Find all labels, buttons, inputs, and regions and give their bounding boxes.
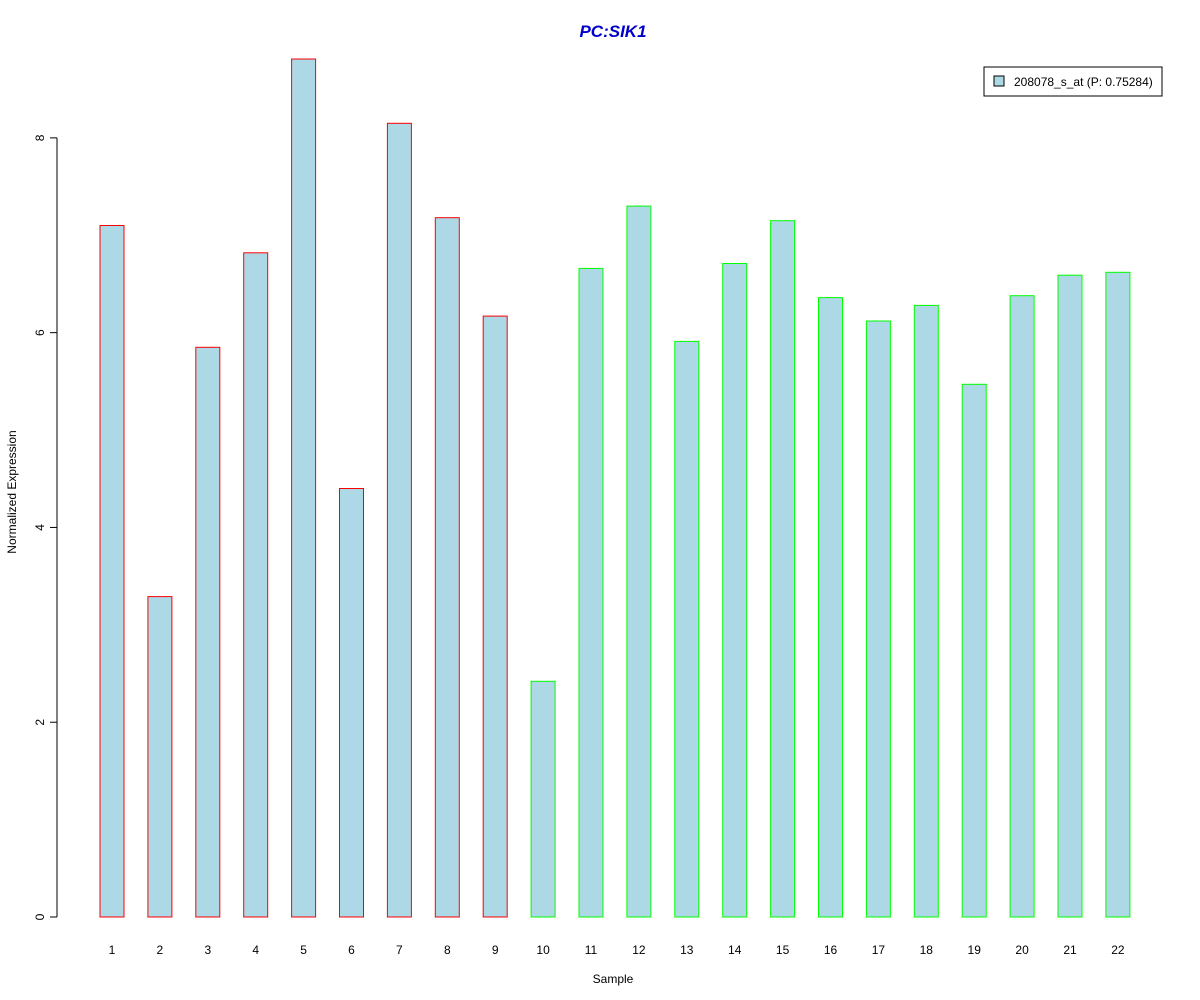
y-tick-label: 4 bbox=[33, 524, 47, 531]
x-tick-label: 2 bbox=[157, 943, 164, 957]
bar-sample-1 bbox=[99, 225, 125, 918]
x-tick-label: 11 bbox=[585, 943, 598, 957]
bar-sample-4 bbox=[243, 252, 269, 918]
bar-sample-10 bbox=[530, 680, 556, 918]
bar-sample-9 bbox=[482, 315, 508, 918]
bar-sample-15 bbox=[770, 220, 796, 918]
bar-sample-16 bbox=[818, 297, 843, 918]
x-tick-label: 9 bbox=[492, 943, 499, 957]
bar-sample-11 bbox=[578, 267, 604, 918]
y-tick-label: 0 bbox=[33, 913, 47, 920]
bar-sample-21 bbox=[1057, 274, 1083, 918]
x-tick-label: 15 bbox=[776, 943, 790, 957]
x-tick-label: 22 bbox=[1111, 943, 1125, 957]
y-tick-label: 8 bbox=[33, 134, 47, 141]
x-tick-label: 13 bbox=[680, 943, 694, 957]
bar-sample-12 bbox=[626, 205, 652, 918]
bar-sample-19 bbox=[961, 383, 987, 918]
x-tick-label: 10 bbox=[536, 943, 550, 957]
x-tick-label: 17 bbox=[872, 943, 886, 957]
bar-sample-2 bbox=[147, 596, 173, 918]
bar-sample-3 bbox=[195, 346, 221, 918]
x-tick-label: 19 bbox=[968, 943, 982, 957]
y-tick-label: 6 bbox=[33, 329, 47, 336]
bar-sample-6 bbox=[339, 488, 364, 918]
x-tick-label: 4 bbox=[252, 943, 259, 957]
x-tick-label: 1 bbox=[109, 943, 116, 957]
x-tick-label: 12 bbox=[632, 943, 646, 957]
chart-title: PC:SIK1 bbox=[579, 22, 646, 41]
legend-box bbox=[983, 66, 1163, 97]
x-tick-label: 20 bbox=[1015, 943, 1029, 957]
x-tick-label: 16 bbox=[824, 943, 838, 957]
legend-swatch bbox=[993, 75, 1005, 87]
x-tick-label: 8 bbox=[444, 943, 451, 957]
bar-sample-17 bbox=[865, 320, 891, 918]
bar-sample-5 bbox=[291, 58, 317, 918]
bar-sample-13 bbox=[674, 340, 700, 918]
legend: 208078_s_at (P: 0.75284) bbox=[983, 66, 1163, 97]
x-tick-label: 3 bbox=[204, 943, 211, 957]
legend-label: 208078_s_at (P: 0.75284) bbox=[1014, 75, 1153, 89]
bar-sample-14 bbox=[722, 263, 748, 918]
x-tick-label: 6 bbox=[348, 943, 355, 957]
bar-sample-7 bbox=[386, 122, 412, 918]
x-tick-label: 7 bbox=[396, 943, 403, 957]
x-tick-labels: 1 2 3 4 5 6 7 8 9 10 11 12 13 14 15 16 17 18 19 20 21 22 bbox=[109, 943, 1125, 957]
y-tick-label: 2 bbox=[33, 719, 47, 726]
x-tick-label: 18 bbox=[920, 943, 934, 957]
bar-sample-20 bbox=[1009, 295, 1035, 918]
y-axis: 0 2 4 6 8 bbox=[33, 134, 58, 920]
x-tick-label: 14 bbox=[728, 943, 742, 957]
bar-sample-8 bbox=[434, 217, 460, 918]
x-axis-label: Sample bbox=[593, 972, 634, 986]
x-tick-label: 21 bbox=[1063, 943, 1077, 957]
y-axis-label: Normalized Expression bbox=[5, 430, 19, 553]
bars bbox=[99, 58, 1131, 918]
bar-sample-22 bbox=[1105, 271, 1131, 918]
x-tick-label: 5 bbox=[300, 943, 307, 957]
bar-sample-18 bbox=[913, 304, 939, 918]
